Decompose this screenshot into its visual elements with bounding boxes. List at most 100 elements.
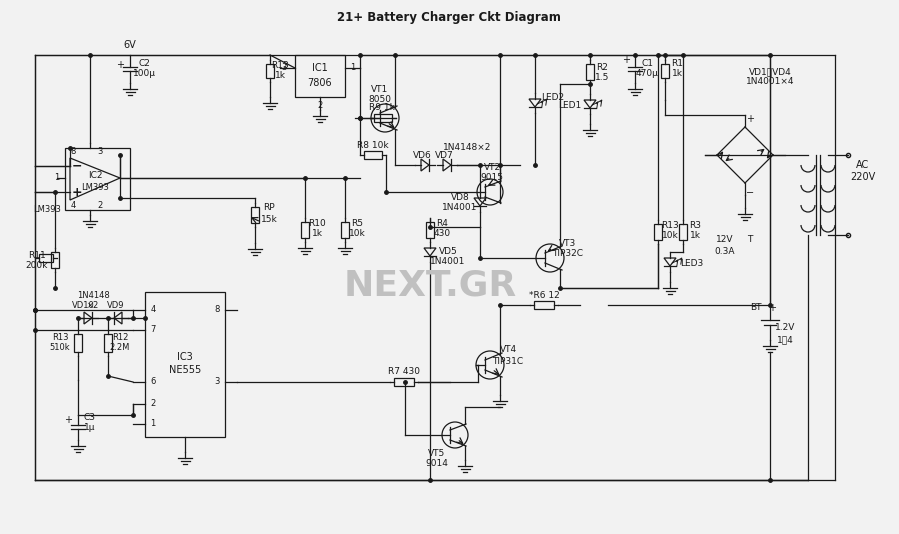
Text: R5: R5 xyxy=(351,219,363,229)
Text: +: + xyxy=(116,60,124,70)
Text: 1k: 1k xyxy=(311,230,323,239)
Text: IC1: IC1 xyxy=(312,63,328,73)
Text: R10: R10 xyxy=(308,219,325,229)
Text: LM393: LM393 xyxy=(33,206,61,215)
Text: VT3: VT3 xyxy=(559,239,576,247)
Text: 6: 6 xyxy=(150,378,156,387)
Text: NEXT.GR: NEXT.GR xyxy=(343,268,517,302)
Text: R9 1k: R9 1k xyxy=(369,104,395,113)
Text: LED3: LED3 xyxy=(681,260,704,269)
Text: 7806: 7806 xyxy=(307,78,333,88)
Text: VT1: VT1 xyxy=(371,85,388,95)
Text: 1N4001: 1N4001 xyxy=(431,257,466,266)
Text: 1.5: 1.5 xyxy=(595,73,610,82)
Text: +: + xyxy=(622,55,630,65)
Text: 7: 7 xyxy=(150,326,156,334)
Text: 1: 1 xyxy=(351,64,356,73)
Bar xyxy=(374,114,392,122)
Text: +: + xyxy=(746,114,754,124)
Bar xyxy=(74,334,82,352)
Text: 2: 2 xyxy=(97,201,102,210)
Text: VD8: VD8 xyxy=(450,193,469,202)
Bar xyxy=(364,151,382,159)
Text: 2.2M: 2.2M xyxy=(110,343,130,352)
Bar xyxy=(394,378,414,386)
Bar xyxy=(534,301,554,309)
Text: R1: R1 xyxy=(671,59,683,67)
Text: 220V: 220V xyxy=(850,172,876,182)
Text: 4: 4 xyxy=(70,201,76,210)
Text: R8 10k: R8 10k xyxy=(357,140,388,150)
Text: 8: 8 xyxy=(70,147,76,156)
Text: 8: 8 xyxy=(214,305,219,315)
Text: R13: R13 xyxy=(661,222,679,231)
Text: VD6: VD6 xyxy=(413,151,432,160)
Text: 1N4148: 1N4148 xyxy=(76,292,110,301)
Text: AC: AC xyxy=(857,160,869,170)
Bar xyxy=(586,64,594,80)
Text: 1N4001: 1N4001 xyxy=(442,203,477,213)
Bar xyxy=(51,252,59,268)
Text: R13: R13 xyxy=(52,334,68,342)
Text: 3: 3 xyxy=(281,64,287,73)
Bar xyxy=(301,222,309,238)
Text: 510k: 510k xyxy=(49,343,70,352)
Text: RP: RP xyxy=(263,203,275,213)
Text: ×2: ×2 xyxy=(87,302,99,310)
Text: IC3: IC3 xyxy=(177,352,193,362)
Text: 1k: 1k xyxy=(274,70,286,80)
Text: 2: 2 xyxy=(150,399,156,409)
Text: 3: 3 xyxy=(214,378,219,387)
Text: 0.3A: 0.3A xyxy=(715,247,735,256)
Text: LED1: LED1 xyxy=(558,101,582,111)
Text: BT: BT xyxy=(751,303,761,312)
Bar xyxy=(251,207,259,223)
Bar xyxy=(661,64,669,78)
Text: R2: R2 xyxy=(596,62,608,72)
Text: VT5: VT5 xyxy=(429,449,446,458)
Text: LED2: LED2 xyxy=(541,93,565,103)
Text: −: − xyxy=(746,188,754,198)
Text: 1: 1 xyxy=(150,420,156,428)
Text: +: + xyxy=(64,415,72,425)
Text: 1k: 1k xyxy=(690,232,700,240)
Text: VD5: VD5 xyxy=(439,247,458,256)
Text: *R6 12: *R6 12 xyxy=(529,290,559,300)
Bar xyxy=(341,222,349,238)
Text: LM393: LM393 xyxy=(81,184,109,192)
Text: 21+ Battery Charger Ckt Diagram: 21+ Battery Charger Ckt Diagram xyxy=(337,12,561,25)
Text: 200k: 200k xyxy=(26,262,49,271)
Text: +: + xyxy=(72,185,83,199)
Text: 10k: 10k xyxy=(349,230,365,239)
Text: 9015: 9015 xyxy=(480,172,503,182)
Text: 1N4001×4: 1N4001×4 xyxy=(746,77,794,87)
Text: 12V: 12V xyxy=(717,235,734,245)
Text: VD9: VD9 xyxy=(107,302,125,310)
Text: 1µ: 1µ xyxy=(85,423,96,433)
Text: C1: C1 xyxy=(641,59,653,67)
Text: 2: 2 xyxy=(317,100,323,109)
Text: 8050: 8050 xyxy=(369,96,391,105)
Bar xyxy=(679,224,687,240)
Text: VD1～VD4: VD1～VD4 xyxy=(749,67,791,76)
Text: +: + xyxy=(768,303,776,313)
Text: R13: R13 xyxy=(271,60,289,69)
Text: 1N4148×2: 1N4148×2 xyxy=(443,143,491,152)
Text: 15k: 15k xyxy=(261,215,278,224)
Text: R7 430: R7 430 xyxy=(388,367,420,376)
Text: 100µ: 100µ xyxy=(132,68,156,77)
Text: VT2: VT2 xyxy=(484,162,501,171)
Bar xyxy=(145,292,225,437)
Text: 1: 1 xyxy=(54,174,59,183)
Text: 4: 4 xyxy=(150,305,156,315)
Text: R12: R12 xyxy=(111,334,129,342)
Text: 1.2V: 1.2V xyxy=(775,324,796,333)
Bar xyxy=(39,254,53,262)
Text: 3: 3 xyxy=(97,147,102,156)
Bar xyxy=(65,148,130,210)
Text: 6V: 6V xyxy=(124,40,137,50)
Text: VD7: VD7 xyxy=(434,151,453,160)
Text: −: − xyxy=(72,160,82,172)
Text: R11: R11 xyxy=(28,252,46,261)
Text: R3: R3 xyxy=(689,222,701,231)
